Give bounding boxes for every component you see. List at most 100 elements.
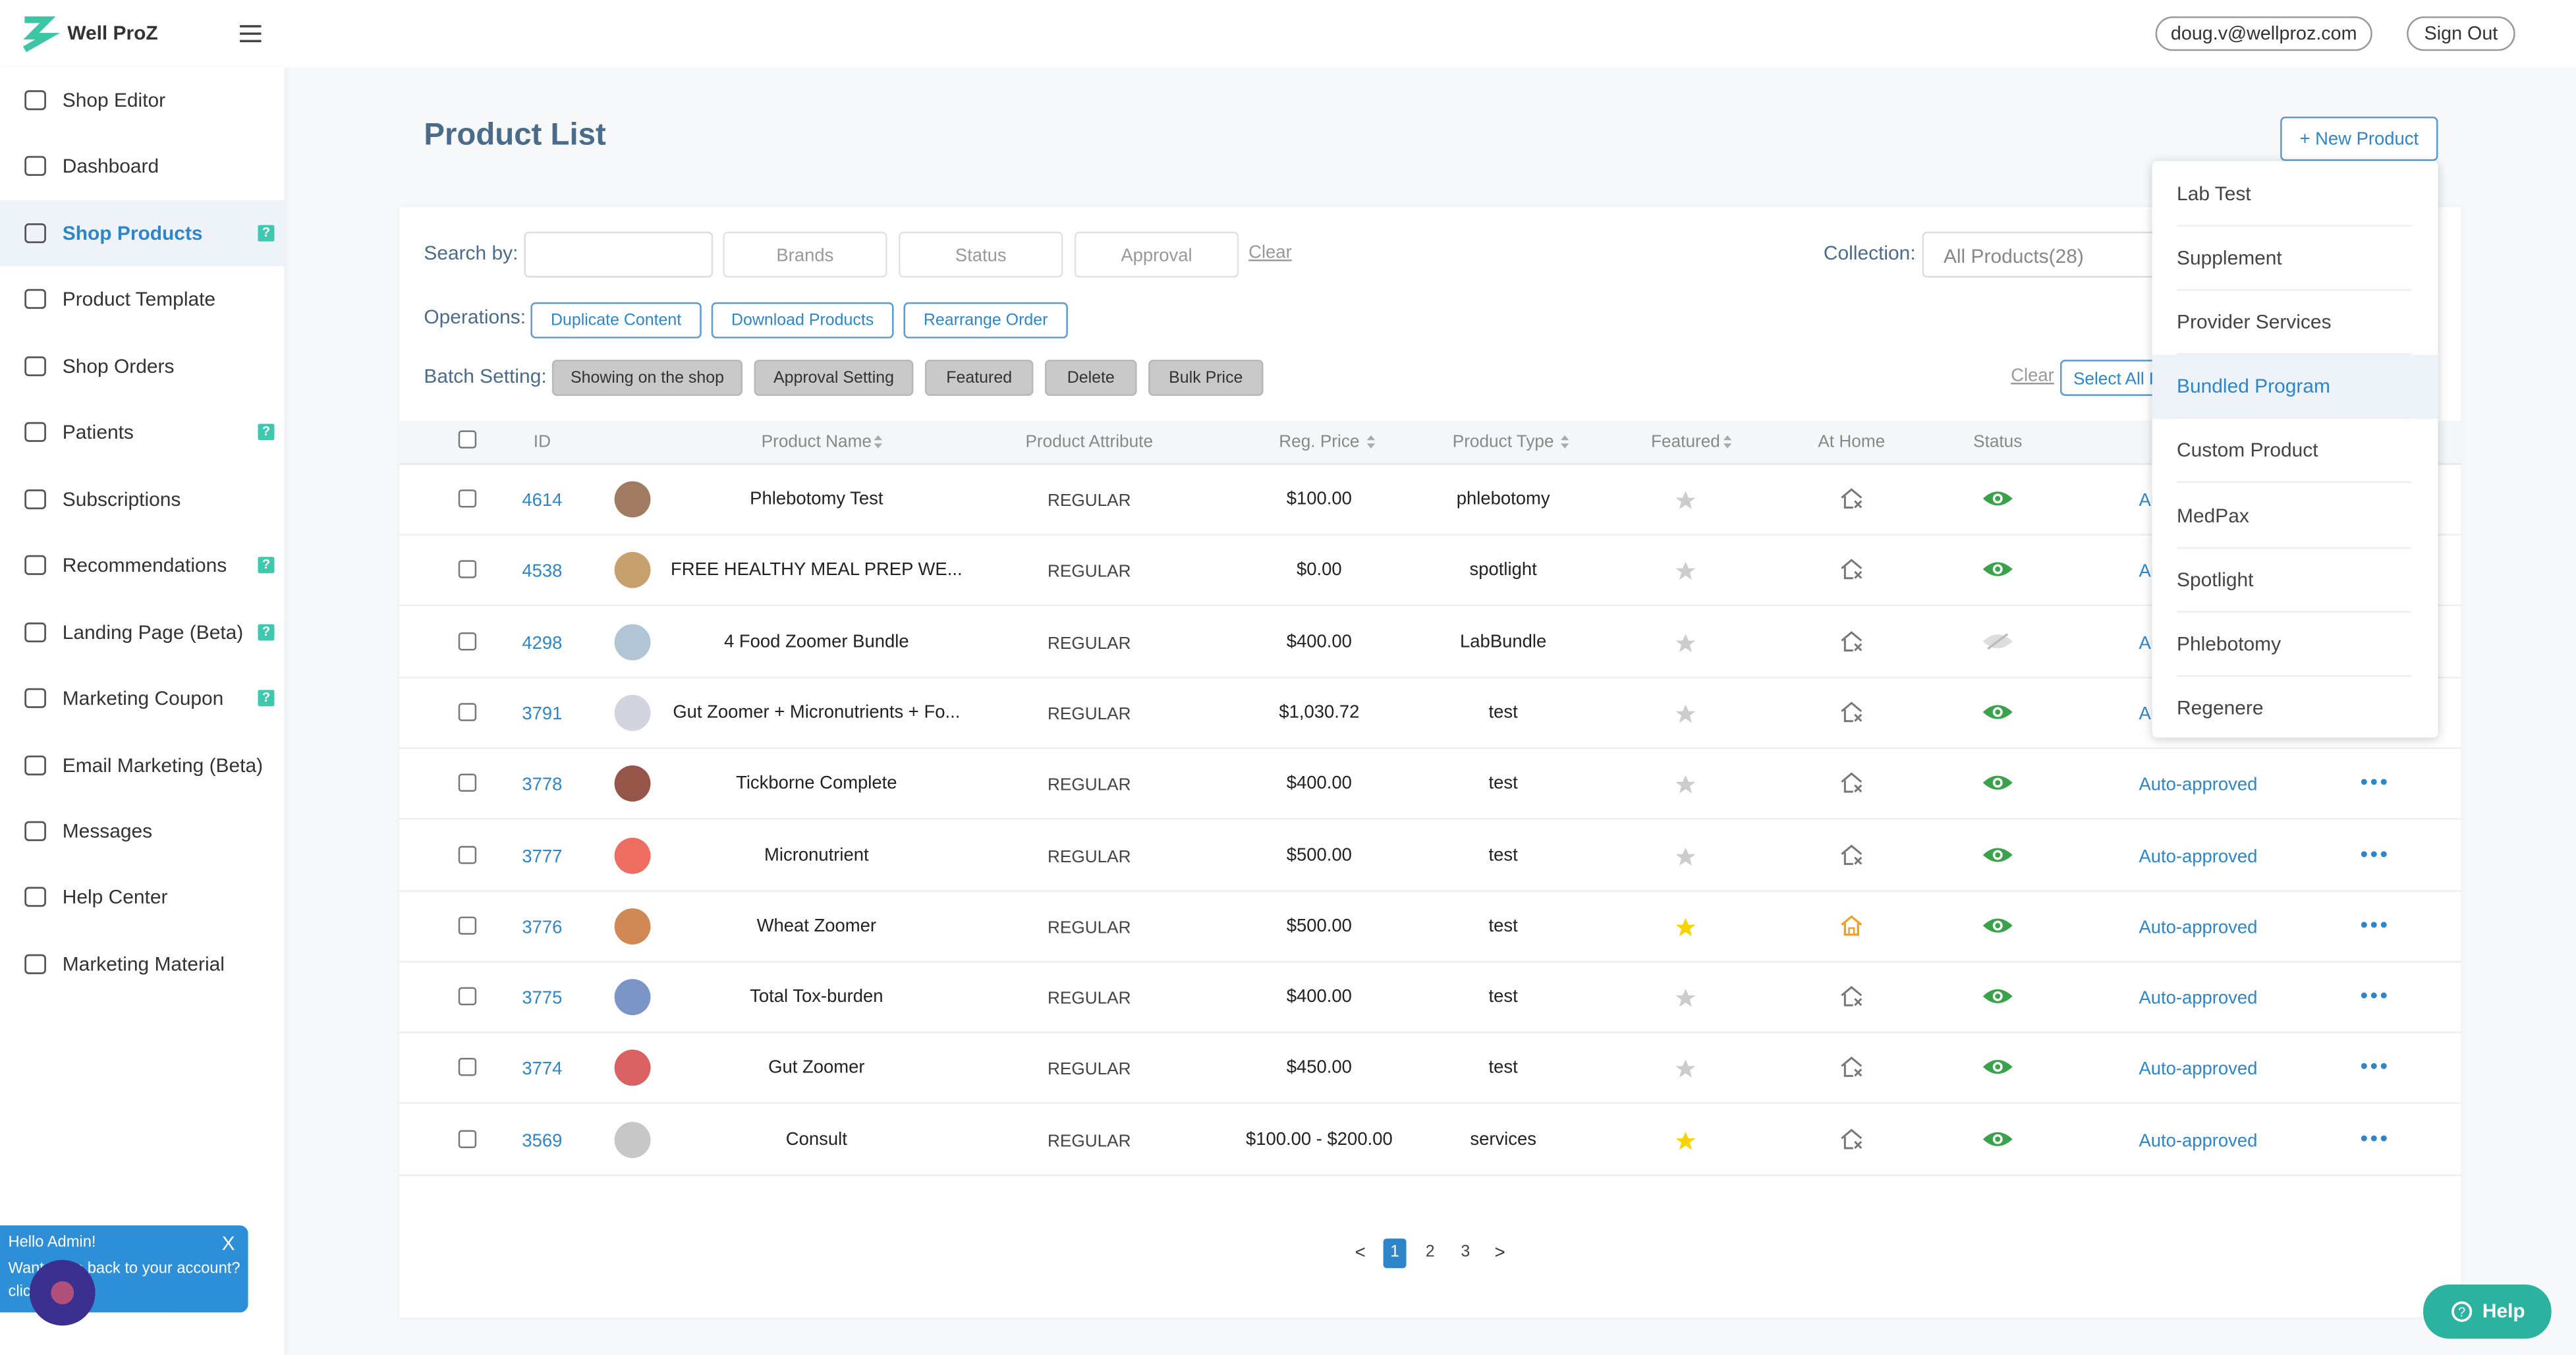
dropdown-item[interactable]: Phlebotomy (2177, 632, 2282, 655)
batch-button[interactable]: Approval Setting (754, 360, 914, 396)
search-input[interactable] (524, 231, 714, 278)
dropdown-item[interactable]: Regenere (2177, 696, 2264, 719)
sign-out[interactable]: Sign Out (2407, 16, 2515, 51)
active-item-bg[interactable] (0, 200, 285, 266)
icon-part (1987, 632, 2009, 650)
help-badge[interactable]: ? (258, 690, 275, 707)
product-thumbnail (614, 765, 651, 802)
row-actions (2361, 850, 2387, 856)
dropdown-item[interactable]: Custom Product (2177, 439, 2318, 462)
user-email[interactable]: doug.v@wellproz.com (2155, 16, 2372, 51)
row-actions (2361, 921, 2387, 927)
nav-item[interactable]: Patients (62, 420, 134, 444)
nav-item[interactable]: Product Template (62, 288, 216, 312)
dropdown-item[interactable]: Lab Test (2177, 182, 2251, 206)
at-home-icon (1841, 844, 1862, 864)
dropdown-item[interactable]: Supplement (2177, 246, 2282, 270)
approval-status[interactable]: Auto-approved (2139, 989, 2258, 1009)
operation-button[interactable]: Rearrange Order (903, 302, 1068, 339)
icon-part (24, 489, 46, 509)
filter-select[interactable]: Brands (723, 231, 887, 278)
filter-select[interactable]: Status (899, 231, 1063, 278)
page-number[interactable]: 2 (1425, 1243, 1435, 1262)
icon-part (1995, 922, 2001, 928)
page-number[interactable]: 1 (1383, 1238, 1407, 1269)
nav-item[interactable]: Shop Editor (62, 88, 166, 112)
row-checkbox[interactable] (458, 489, 477, 508)
dropdown-item[interactable]: MedPax (2177, 503, 2249, 527)
help-badge[interactable]: ? (258, 424, 275, 441)
column-header: At Home (1818, 431, 1886, 452)
approval-status[interactable]: Auto-approved (2139, 775, 2258, 796)
nav-item[interactable]: Email Marketing (Beta) (62, 753, 264, 777)
product-id[interactable]: 3775 (522, 989, 563, 1009)
filter-select[interactable]: Approval (1074, 231, 1239, 278)
row-checkbox[interactable] (458, 987, 477, 1006)
row-checkbox[interactable] (458, 773, 477, 792)
batch-button[interactable]: Showing on the shop (551, 360, 743, 396)
page-prev[interactable]: < (1355, 1243, 1366, 1263)
collection-select[interactable]: All Products(28) (1922, 231, 2169, 278)
approval-status[interactable]: Auto-approved (2139, 918, 2258, 938)
dropdown-item[interactable]: Spotlight (2177, 567, 2254, 591)
product-id[interactable]: 3776 (522, 918, 563, 938)
row-checkbox[interactable] (458, 1129, 477, 1148)
product-id[interactable]: 3791 (522, 704, 563, 725)
page-next[interactable]: > (1494, 1243, 1505, 1263)
product-id[interactable]: 3569 (522, 1131, 563, 1151)
nav-item[interactable]: Dashboard (62, 155, 159, 179)
search-clear[interactable]: Clear (1248, 243, 1292, 263)
row-checkbox[interactable] (458, 916, 477, 935)
help-button[interactable] (2423, 1285, 2552, 1339)
icon-part (1675, 1131, 1696, 1149)
icon-part (2380, 1063, 2387, 1070)
operation-button[interactable]: Download Products (711, 302, 894, 339)
page-number[interactable]: 3 (1461, 1243, 1470, 1262)
product-id[interactable]: 4614 (522, 491, 563, 511)
nav-item[interactable]: Subscriptions (62, 487, 181, 511)
help-badge[interactable]: ? (258, 623, 275, 640)
nav-item[interactable]: Help Center (62, 886, 168, 909)
batch-button[interactable]: Featured (924, 360, 1034, 396)
nav-item[interactable]: Marketing Material (62, 952, 225, 976)
status-icon (1982, 918, 2013, 933)
icon-part (1675, 491, 1696, 510)
nav-item[interactable]: Messages (62, 819, 153, 843)
select-all-checkbox[interactable] (458, 430, 477, 449)
dropdown-item[interactable]: Bundled Program (2177, 375, 2330, 399)
batch-clear[interactable]: Clear (2011, 366, 2054, 387)
product-id[interactable]: 3778 (522, 775, 563, 796)
product-id[interactable]: 4298 (522, 633, 563, 653)
nav-item[interactable]: Marketing Coupon (62, 686, 224, 710)
column-header[interactable]: Featured (1651, 431, 1720, 452)
nav-item[interactable]: Shop Products (62, 221, 203, 245)
nav-item[interactable]: Shop Orders (62, 354, 175, 378)
approval-status[interactable]: Auto-approved (2139, 1060, 2258, 1080)
row-checkbox[interactable] (458, 632, 477, 650)
batch-button[interactable]: Delete (1044, 360, 1137, 396)
product-id[interactable]: 3777 (522, 846, 563, 867)
help-badge[interactable]: ? (258, 557, 275, 574)
chat-close[interactable]: X (221, 1232, 235, 1256)
row-checkbox[interactable] (458, 844, 477, 864)
approval-status[interactable]: Auto-approved (2139, 1131, 2258, 1151)
column-header[interactable]: Product Name (761, 431, 872, 452)
help-label[interactable]: Help (2482, 1299, 2525, 1323)
product-id[interactable]: 3774 (522, 1060, 563, 1080)
row-checkbox[interactable] (458, 561, 477, 579)
new-product-button[interactable]: + New Product (2280, 117, 2438, 161)
row-checkbox[interactable] (458, 1058, 477, 1077)
status-icon (1982, 1131, 2013, 1146)
dropdown-item[interactable]: Provider Services (2177, 310, 2332, 334)
operation-button[interactable]: Duplicate Content (530, 302, 702, 339)
nav-item[interactable]: Landing Page (Beta) (62, 620, 244, 644)
product-id[interactable]: 4538 (522, 562, 563, 582)
nav-item[interactable]: Recommendations (62, 553, 227, 577)
help-badge[interactable]: ? (258, 225, 275, 242)
column-header[interactable]: Reg. Price (1279, 431, 1360, 452)
approval-status[interactable]: Auto-approved (2139, 846, 2258, 867)
column-header[interactable]: Product Type (1452, 431, 1554, 452)
batch-button[interactable]: Bulk Price (1148, 360, 1264, 396)
row-checkbox[interactable] (458, 702, 477, 721)
